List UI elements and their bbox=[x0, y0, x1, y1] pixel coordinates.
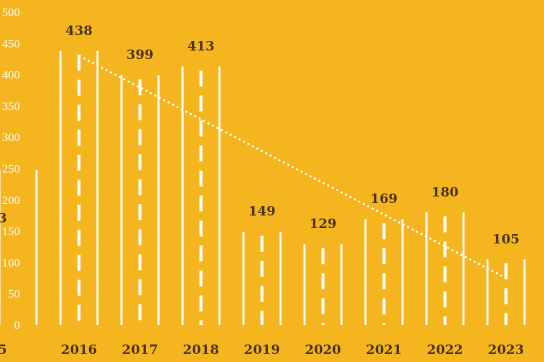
y-tick-label: 100 bbox=[2, 255, 20, 269]
y-axis: 0 50 100 150 200 250 300 350 400 450 500 bbox=[2, 5, 20, 332]
category-label: 2023 bbox=[488, 343, 524, 358]
bar bbox=[59, 50, 99, 325]
data-label: 129 bbox=[309, 217, 336, 232]
data-label: 169 bbox=[370, 192, 397, 207]
bar bbox=[181, 66, 221, 325]
y-tick-label: 0 bbox=[14, 318, 20, 332]
bar-cropped bbox=[0, 169, 38, 325]
bar bbox=[486, 259, 526, 325]
y-tick-label: 50 bbox=[8, 287, 20, 301]
bar bbox=[242, 231, 282, 325]
trendline-path bbox=[78, 54, 507, 279]
y-tick-label: 400 bbox=[2, 68, 20, 82]
category-label: 2018 bbox=[183, 343, 219, 358]
bars bbox=[0, 50, 526, 325]
data-label: 149 bbox=[248, 205, 275, 220]
bar bbox=[364, 219, 404, 325]
y-tick-label: 350 bbox=[2, 99, 20, 113]
bar bbox=[120, 75, 160, 325]
bar bbox=[425, 212, 465, 325]
data-label: 438 bbox=[65, 24, 92, 39]
labels: 438 2016 399 2017 413 2018 149 2019 129 2020 169 20… bbox=[0, 24, 524, 358]
category-label: 2017 bbox=[122, 343, 158, 358]
category-label: 2020 bbox=[305, 343, 341, 358]
y-tick-label: 250 bbox=[2, 162, 20, 176]
y-tick-label: 450 bbox=[2, 36, 20, 50]
data-label-cropped: 3 bbox=[0, 212, 7, 227]
data-label: 399 bbox=[126, 48, 153, 63]
y-tick-label: 300 bbox=[2, 130, 20, 144]
category-label: 2016 bbox=[61, 343, 97, 358]
y-tick-label: 200 bbox=[2, 193, 20, 207]
data-label: 180 bbox=[431, 185, 458, 200]
data-label: 105 bbox=[492, 232, 519, 247]
y-tick-label: 500 bbox=[2, 5, 20, 19]
y-tick-label: 150 bbox=[2, 224, 20, 238]
data-label: 413 bbox=[187, 39, 214, 54]
trendline bbox=[78, 54, 507, 279]
category-label-cropped: 5 bbox=[0, 343, 7, 358]
bar bbox=[303, 244, 343, 325]
category-label: 2022 bbox=[427, 343, 463, 358]
category-label: 2019 bbox=[244, 343, 280, 358]
category-label: 2021 bbox=[366, 343, 402, 358]
